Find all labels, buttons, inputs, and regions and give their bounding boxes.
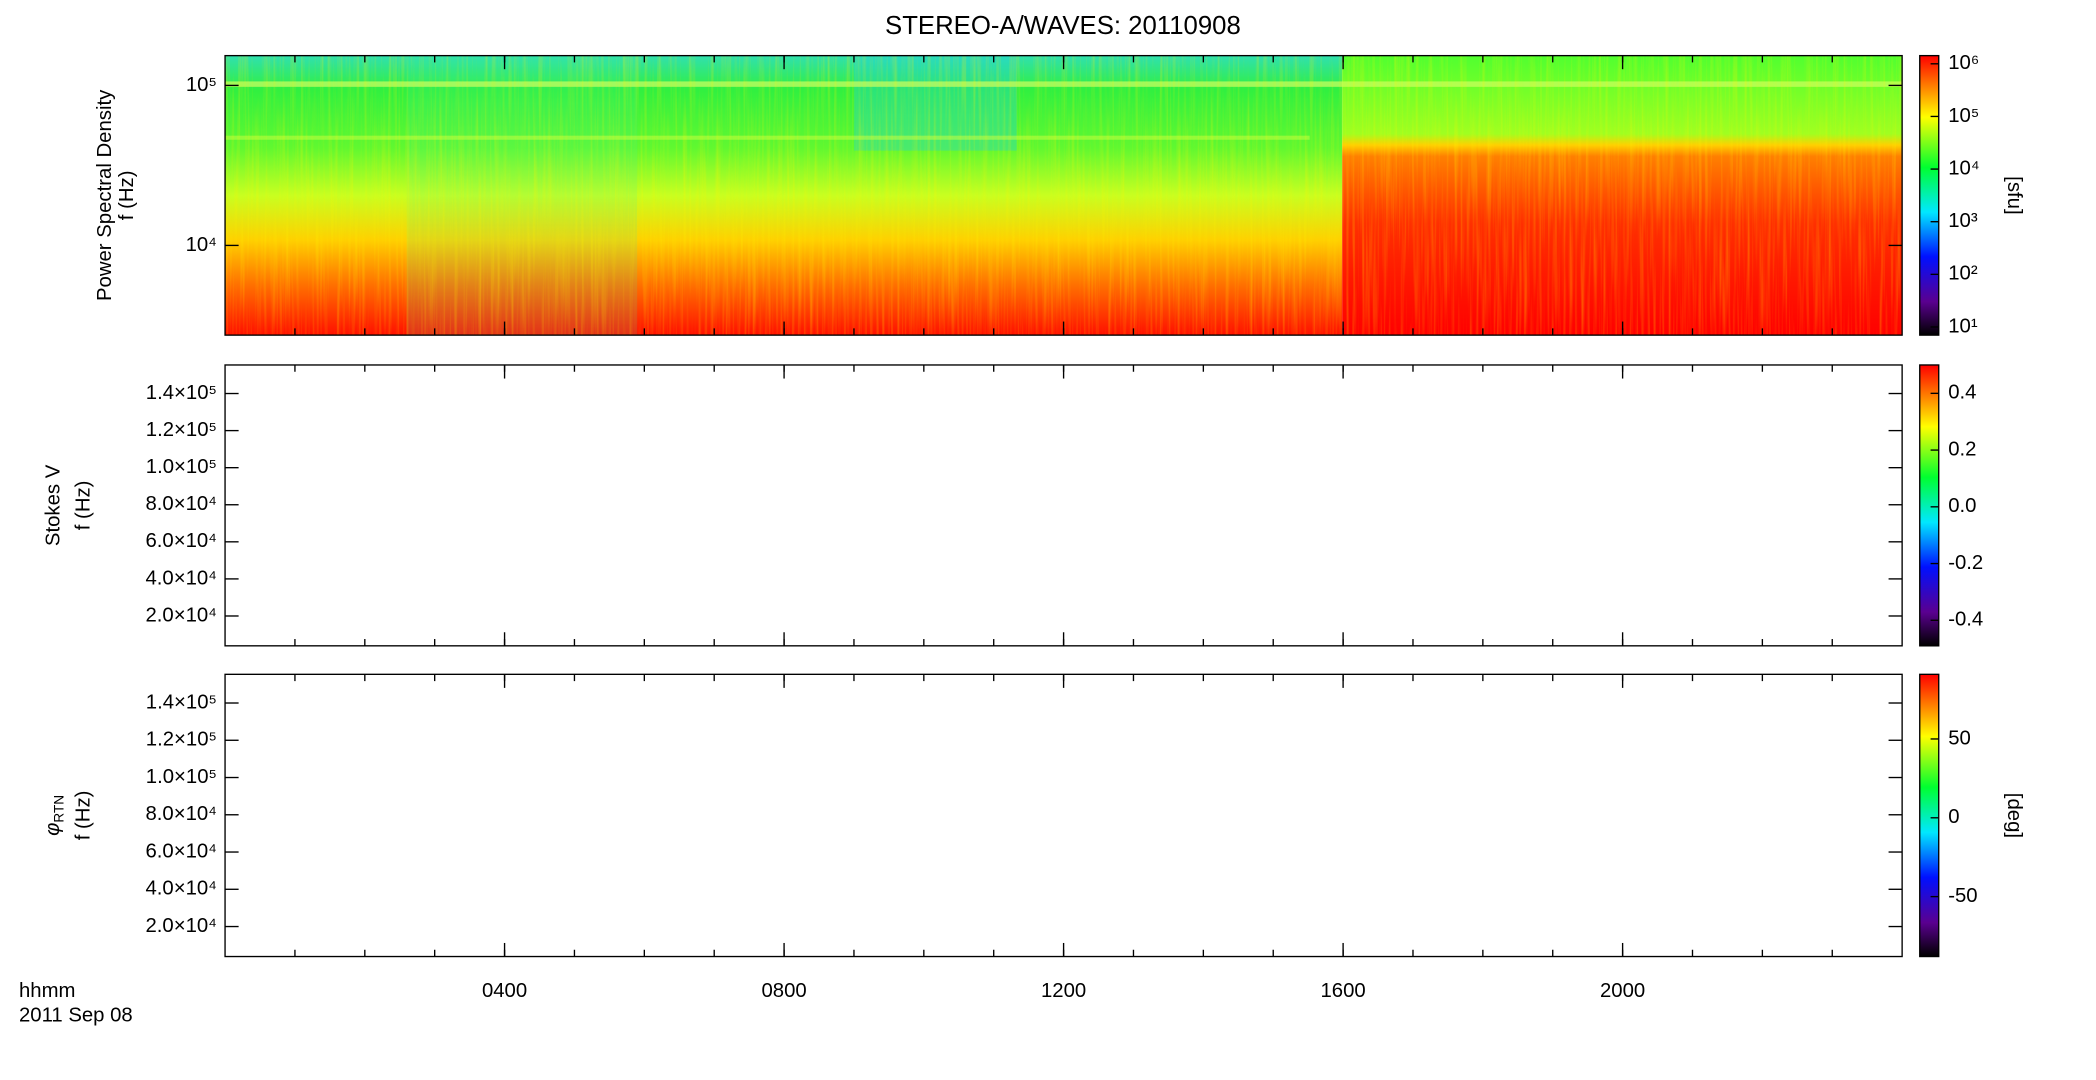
y-tick-label: 1.4×10⁵ xyxy=(146,691,217,713)
date-label: 2011 Sep 08 xyxy=(19,1005,133,1027)
y-tick-label: 8.0×10⁴ xyxy=(145,803,216,825)
y-tick-label: 1.4×10⁵ xyxy=(146,382,217,404)
y-axis-unit: f (Hz) xyxy=(72,481,94,531)
x-tick-label: 1200 xyxy=(1041,980,1086,1002)
y-tick-label: 4.0×10⁴ xyxy=(145,567,216,589)
panel-frame xyxy=(224,364,1903,647)
y-tick-label: 1.2×10⁵ xyxy=(146,419,217,441)
y-axis-unit: f (Hz) xyxy=(72,791,94,841)
colorbar-tick-label: 10¹ xyxy=(1948,315,1978,337)
colorbar-tick-label: 10² xyxy=(1948,263,1978,285)
colorbar-tick-label: 10⁶ xyxy=(1948,52,1979,74)
y-tick-label: 1.0×10⁵ xyxy=(146,456,217,478)
colorbar-tick-label: 10⁵ xyxy=(1948,105,1979,127)
x-tick-label: 0800 xyxy=(761,980,806,1002)
colorbar-tick-label: 0.0 xyxy=(1948,495,1976,517)
y-tick-label: 6.0×10⁴ xyxy=(145,840,216,862)
x-axis-label: hhmm xyxy=(19,980,75,1002)
y-tick-label: 8.0×10⁴ xyxy=(145,493,216,515)
x-tick-label: 2000 xyxy=(1600,980,1645,1002)
colorbar-tick-label: 0.2 xyxy=(1948,438,1976,460)
x-tick-label: 0400 xyxy=(482,980,527,1002)
y-tick-label: 10⁴ xyxy=(186,234,217,256)
colorbar xyxy=(1919,364,1940,647)
colorbar-tick-label: 50 xyxy=(1948,727,1971,749)
colorbar xyxy=(1919,673,1940,958)
y-axis-label: Stokes V xyxy=(43,464,65,546)
y-tick-label: 1.0×10⁵ xyxy=(146,766,217,788)
colorbar-tick-label: 0.4 xyxy=(1948,382,1976,404)
y-tick-label: 2.0×10⁴ xyxy=(145,604,216,626)
y-axis-symbol: φ xyxy=(43,823,65,836)
y-tick-label: 4.0×10⁴ xyxy=(145,878,216,900)
colorbar-tick-label: -0.2 xyxy=(1948,552,1983,574)
colorbar-tick-label: 10⁴ xyxy=(1948,157,1979,179)
spectrogram-image xyxy=(225,55,1903,336)
colorbar xyxy=(1919,54,1940,336)
y-axis-label: Power Spectral Density xyxy=(94,89,116,301)
chart-title: STEREO-A/WAVES: 20110908 xyxy=(885,12,1241,40)
y-tick-label: 6.0×10⁴ xyxy=(145,530,216,552)
y-tick-label: 1.2×10⁵ xyxy=(146,729,217,751)
x-tick-label: 1600 xyxy=(1320,980,1365,1002)
colorbar-tick-label: 10³ xyxy=(1948,210,1978,232)
panel-frame xyxy=(224,673,1903,958)
colorbar-label: [sfu] xyxy=(2003,176,2025,214)
colorbar-tick-label: -0.4 xyxy=(1948,609,1983,631)
colorbar-label: [deg] xyxy=(2003,793,2025,838)
y-tick-label: 10⁵ xyxy=(186,74,217,96)
y-tick-label: 2.0×10⁴ xyxy=(145,915,216,937)
colorbar-tick-label: -50 xyxy=(1948,885,1977,907)
colorbar-tick-label: 0 xyxy=(1948,806,1959,828)
y-axis-label: φRTN xyxy=(43,795,67,836)
y-axis-unit: f (Hz) xyxy=(116,171,138,221)
y-axis-subscript: RTN xyxy=(51,795,66,823)
